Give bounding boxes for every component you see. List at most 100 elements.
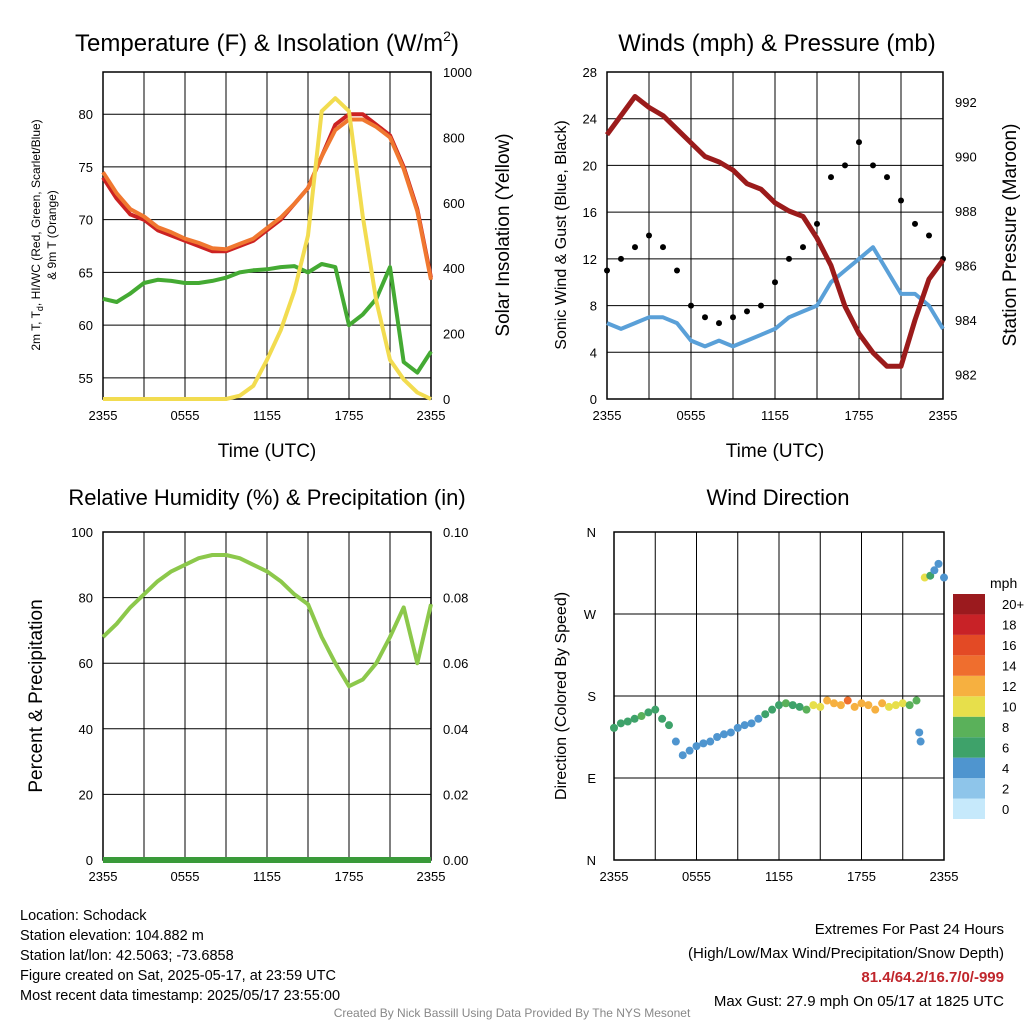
y2-tick-label: 600 — [443, 196, 465, 211]
figure-created: Figure created on Sat, 2025-05-17, at 23… — [20, 968, 336, 984]
humidity-title: Relative Humidity (%) & Precipitation (i… — [68, 485, 465, 510]
colorbar-swatch — [953, 716, 985, 738]
humidity-ticks: 2355 0555 1155 1755 23550204060801000.000.02… — [71, 525, 468, 884]
direction-point — [720, 730, 728, 739]
direction-point — [816, 702, 825, 711]
x-tick-label: 2355 — [417, 408, 446, 423]
colorbar-swatch — [953, 757, 985, 779]
direction-point — [843, 696, 852, 705]
direction-point — [940, 573, 948, 582]
winds-ticks: 2355 0555 1155 1755 235504812162024289829849… — [583, 65, 977, 423]
station-latlon: Station lat/lon: 42.5063; -73.6858 — [20, 948, 234, 964]
wind-line — [606, 245, 945, 349]
direction-point — [610, 723, 618, 732]
direction-point — [891, 701, 900, 710]
y2-tick-label: 990 — [955, 149, 977, 164]
y-tick-label: 55 — [79, 371, 93, 386]
direction-point — [915, 728, 924, 737]
direction-point — [678, 751, 687, 760]
colorbar-label: 8 — [1002, 720, 1009, 735]
direction-point — [665, 721, 673, 730]
direction-point — [850, 702, 859, 711]
direction-point — [926, 571, 935, 580]
temperature-title: Temperature (F) & Insolation (W/m2) — [75, 28, 459, 57]
colorbar-label: 4 — [1002, 761, 1009, 776]
direction-point — [916, 737, 925, 746]
y2-tick-label: 0.06 — [443, 656, 468, 671]
y-tick-label: N — [587, 853, 596, 868]
direction-point — [754, 714, 763, 723]
direction-point — [651, 705, 660, 714]
extremes-values: 81.4/64.2/16.7/0/-999 — [861, 969, 1004, 986]
x-tick-label: 2355 — [89, 408, 118, 423]
direction-point — [644, 708, 653, 717]
direction-point — [713, 733, 722, 741]
gust-point — [814, 220, 820, 227]
direction-point — [905, 701, 914, 710]
colorbar-label: 10 — [1002, 700, 1016, 715]
colorbar-label: 14 — [1002, 659, 1016, 674]
colorbar-swatch — [953, 778, 985, 799]
direction-point — [878, 699, 887, 708]
direction-point — [692, 742, 701, 751]
colorbar-label: 12 — [1002, 679, 1016, 694]
direction-point — [898, 699, 907, 708]
station-elevation: Station elevation: 104.882 m — [20, 928, 204, 944]
x-tick-label: 0555 — [171, 408, 200, 423]
y-tick-label: 8 — [590, 299, 597, 314]
x-tick-label: 2355 — [593, 408, 622, 423]
y-tick-label: 75 — [79, 160, 93, 175]
gust-point — [898, 197, 904, 204]
direction-point — [836, 701, 845, 710]
direction-point — [788, 701, 797, 710]
x-tick-label: 1755 — [335, 408, 364, 423]
credit-line: Created By Nick Bassill Using Data Provi… — [333, 1006, 691, 1020]
temperature-ylabel-left-2: & 9m T (Orange) — [45, 190, 59, 280]
direction-point — [912, 696, 921, 705]
direction-point — [726, 728, 735, 737]
extremes-subtitle: (High/Low/Max Wind/Precipitation/Snow De… — [688, 945, 1004, 962]
y2-tick-label: 988 — [955, 204, 977, 219]
direction-point — [795, 702, 804, 711]
y-tick-label: E — [587, 771, 596, 786]
temperature-xlabel: Time (UTC) — [218, 441, 317, 462]
speed-colorbar: 0 2 4 6 8 10 12 14 16 18 20+ — [953, 594, 1024, 819]
direction-point — [685, 746, 694, 755]
y-tick-label: 60 — [79, 318, 93, 333]
humidity-series — [101, 553, 433, 863]
gust-point — [912, 220, 918, 227]
gust-point — [730, 314, 736, 321]
y-tick-label: 20 — [79, 787, 93, 802]
y-tick-label: 0 — [86, 853, 93, 868]
humidity-ylabel-left: Percent & Precipitation — [26, 599, 47, 792]
gust-point — [702, 314, 708, 321]
colorbar-swatch — [953, 634, 985, 656]
x-tick-label: 2355 — [600, 869, 629, 884]
direction-point — [706, 737, 715, 746]
gust-point — [786, 255, 792, 262]
x-tick-label: 1155 — [761, 408, 789, 423]
winds-series — [604, 94, 946, 369]
y2-tick-label: 0 — [443, 392, 450, 407]
temperature-ticks: 2355 0555 1155 1755 235555606570758002004006… — [79, 65, 472, 423]
temperature-ylabel-left: 2m T, Td, HI/WC (Red, Green, Scarlet/Blu… — [29, 119, 45, 350]
winds-xlabel: Time (UTC) — [726, 441, 825, 462]
gust-point — [828, 174, 834, 181]
x-tick-label: 0555 — [682, 869, 711, 884]
direction-point — [733, 723, 742, 732]
direction-point — [885, 702, 893, 711]
winds-ylabel-right: Station Pressure (Maroon) — [1000, 124, 1021, 347]
station-location: Location: Schodack — [20, 908, 147, 924]
y-tick-label: 0 — [590, 392, 597, 407]
gust-point — [744, 308, 750, 315]
colorbar-swatch — [953, 594, 985, 615]
direction-series — [610, 559, 948, 760]
y-tick-label: 70 — [79, 213, 93, 228]
direction-ticks: 2355 0555 1155 1755 2355 N E S W N — [584, 525, 959, 884]
gust-point — [926, 232, 932, 239]
y2-tick-label: 986 — [955, 258, 977, 273]
x-tick-label: 1155 — [253, 869, 281, 884]
station-info: Location: Schodack Station elevation: 10… — [20, 906, 340, 1006]
direction-point — [768, 705, 777, 714]
direction-point — [616, 719, 625, 728]
